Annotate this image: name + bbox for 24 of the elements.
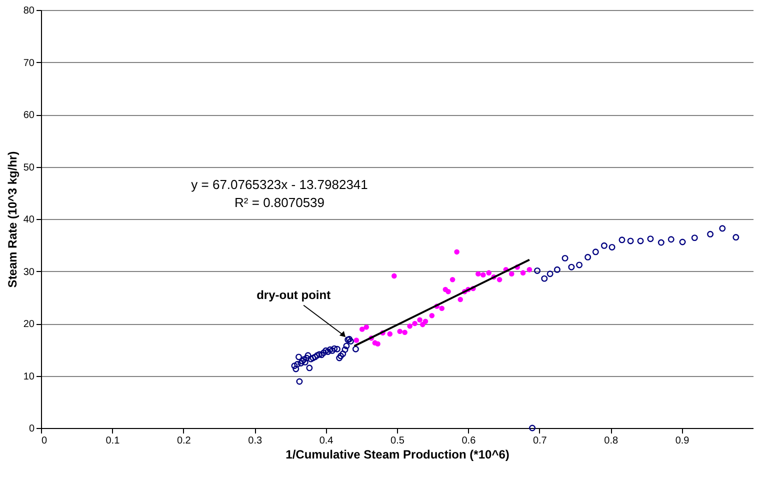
x-tick-label: 0.5 [390,436,405,446]
annotation: R² = 0.8070539 [234,195,325,210]
y-tick-label: 0 [28,424,35,434]
y-tick-label: 60 [23,110,35,121]
annotation: y = 67.0765323x - 13.7982341 [191,177,368,192]
x-tick-label: 0.8 [604,436,618,446]
y-tick-label: 30 [23,266,35,278]
x-tick-label: 0.9 [675,436,690,446]
y-tick-label: 80 [23,6,35,16]
annotation: dry-out point [256,288,331,302]
x-tick-label: 0.4 [319,436,334,446]
x-tick-label: 0.3 [248,436,262,446]
x-tick-label: 0 [42,436,48,446]
y-tick-label: 10 [23,371,35,382]
y-tick-label: 40 [23,214,35,226]
x-tick-label: 0.2 [176,436,192,446]
y-tick-label: 70 [23,58,35,69]
y-tick-label: 20 [23,319,35,330]
x-tick-label: 0.1 [106,436,120,446]
y-tick-label: 50 [23,162,35,174]
x-tick-label: 0.7 [532,436,548,446]
x-tick-label: 0.6 [462,436,476,446]
x-axis-title: 1/Cumulative Steam Production (*10^6) [286,448,510,462]
y-axis-title: Steam Rate (10^3 kg/hr) [5,151,20,288]
